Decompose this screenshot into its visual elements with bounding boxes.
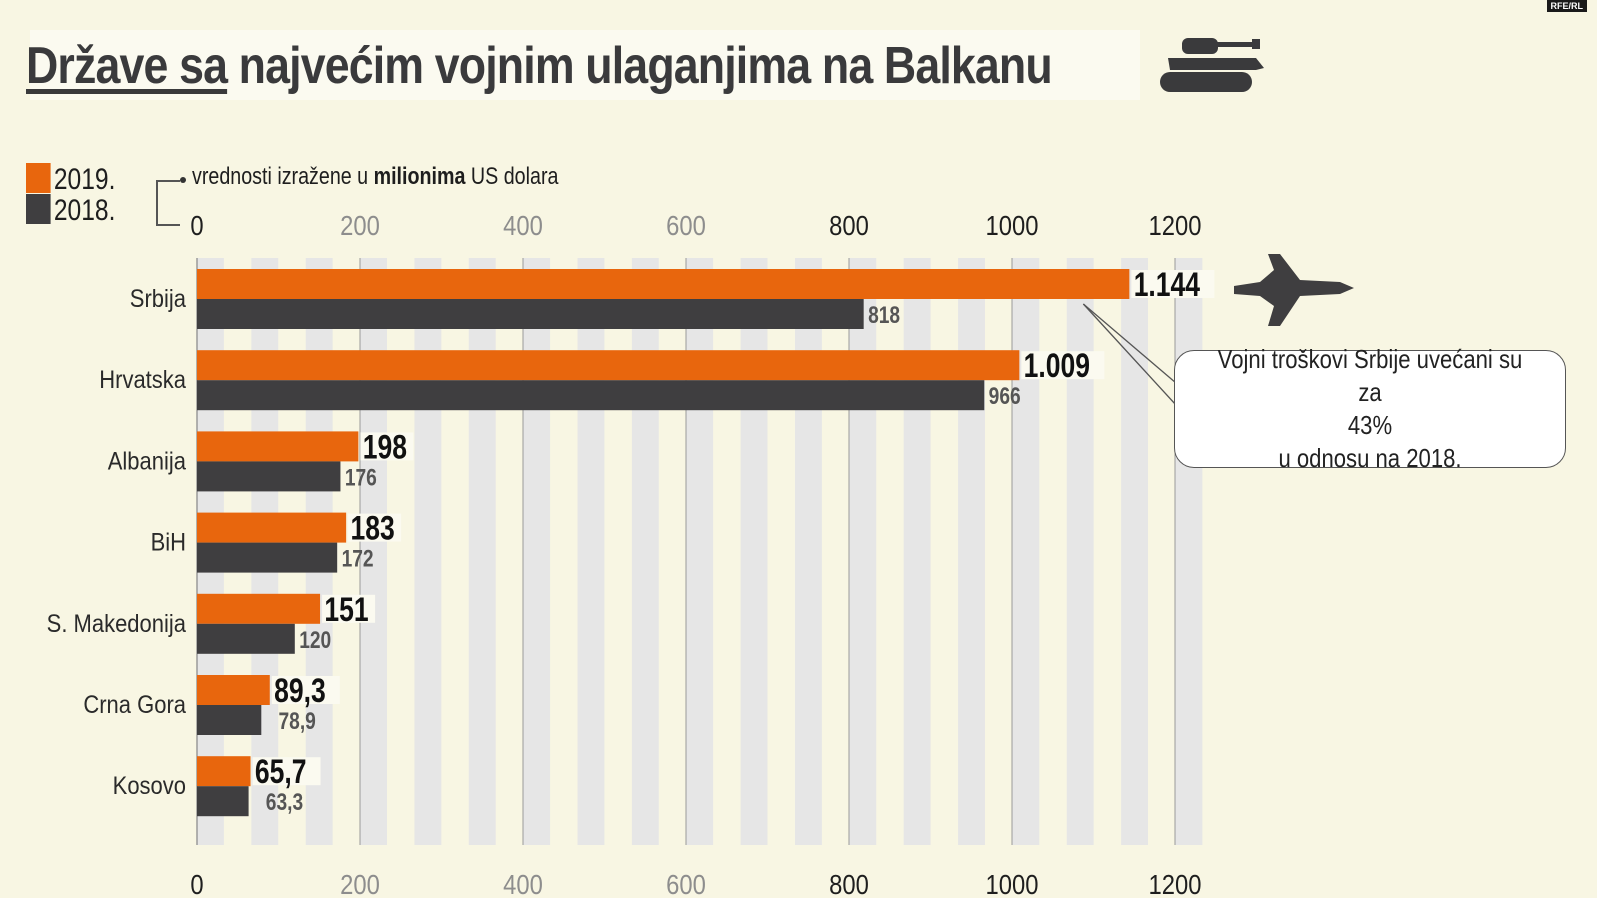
grid-stripe xyxy=(1066,258,1094,845)
legend-swatch-2019 xyxy=(26,163,51,193)
units-note-prefix: vrednosti izražene u xyxy=(192,163,374,190)
bar-2018 xyxy=(197,705,262,735)
bar-2018 xyxy=(197,542,338,573)
x-tick-label-bottom: 400 xyxy=(503,868,543,898)
data-label-2019: 151 xyxy=(324,591,368,629)
x-tick-label-top: 1000 xyxy=(986,209,1039,241)
bar-2019 xyxy=(197,675,270,705)
grid-stripe xyxy=(577,258,605,845)
title-rest: najvećim vojnim ulaganjima na Balkanu xyxy=(227,37,1053,95)
category-label: Srbija xyxy=(130,285,187,313)
bar-2018 xyxy=(197,461,341,492)
grid-stripe xyxy=(631,258,659,845)
data-label-bg xyxy=(252,757,321,786)
bar-2019 xyxy=(197,756,251,787)
bar-2019 xyxy=(197,431,359,462)
data-label-bg xyxy=(322,594,376,623)
x-tick-label-top: 0 xyxy=(190,209,203,241)
grid-stripe xyxy=(414,258,442,845)
x-tick-label-top: 200 xyxy=(340,209,380,241)
grid-stripe xyxy=(903,258,931,845)
category-label: Albanija xyxy=(108,447,187,475)
page-title: Države sa najvećim vojnim ulaganjima na … xyxy=(26,36,1053,96)
x-tick-label-top: 600 xyxy=(666,209,706,241)
legend-label-2018: 2018. xyxy=(53,194,116,227)
data-label-bg xyxy=(1021,351,1105,380)
data-label-2018: 966 xyxy=(989,382,1021,410)
data-label-2018: 120 xyxy=(299,626,331,654)
category-label: Crna Gora xyxy=(83,691,186,719)
tank-icon xyxy=(1160,38,1264,92)
note-bracket xyxy=(156,180,180,226)
bar-2019 xyxy=(197,269,1130,299)
data-label-2019: 198 xyxy=(363,428,407,466)
title-background xyxy=(30,30,1140,100)
note-bullet xyxy=(180,177,186,183)
callout-box: Vojni troškovi Srbije uvećani su za 43% … xyxy=(1174,344,1566,473)
data-label-bg xyxy=(348,513,402,542)
x-tick-label-bottom: 600 xyxy=(666,868,706,898)
data-label-2019: 1.144 xyxy=(1134,266,1200,304)
category-label: BiH xyxy=(151,528,186,556)
x-tick-label-top: 400 xyxy=(503,209,543,241)
legend-swatch-2018 xyxy=(26,194,51,224)
callout-text: Vojni troškovi Srbije uvećani su za 43% … xyxy=(1217,344,1523,473)
fighter-jet-icon xyxy=(1234,254,1354,326)
bar-2019 xyxy=(197,350,1020,381)
category-label: S. Makedonija xyxy=(47,610,187,638)
legend-label-2019: 2019. xyxy=(53,163,116,196)
data-label-2018: 78,9 xyxy=(279,707,316,735)
data-label-2018: 818 xyxy=(868,301,900,329)
title-underlined: Države sa xyxy=(26,37,228,95)
x-tick-label-top: 800 xyxy=(829,209,869,241)
category-label: Kosovo xyxy=(113,772,186,800)
grid-stripe xyxy=(794,258,822,845)
data-label-bg xyxy=(271,676,340,704)
grid-stripe xyxy=(1121,258,1149,845)
units-note-suffix: US dolara xyxy=(465,163,559,190)
x-tick-label-bottom: 1000 xyxy=(986,868,1039,898)
data-label-2018: 176 xyxy=(345,463,377,491)
data-label-2018: 172 xyxy=(342,545,374,573)
grid-stripe xyxy=(740,258,768,845)
callout-leader xyxy=(1082,303,1177,406)
data-label-2019: 65,7 xyxy=(255,753,307,791)
grid-stripe xyxy=(1175,258,1203,845)
units-note-bold: milionima xyxy=(373,163,466,190)
bar-2018 xyxy=(197,786,249,817)
grid-stripe xyxy=(958,258,985,845)
bar-2019 xyxy=(197,593,321,624)
grid-stripe xyxy=(468,258,496,845)
x-tick-label-bottom: 800 xyxy=(829,868,869,898)
x-tick-label-bottom: 1200 xyxy=(1149,868,1202,898)
bar-2018 xyxy=(197,299,864,329)
bar-2018 xyxy=(197,623,295,654)
data-label-2019: 1.009 xyxy=(1024,347,1090,385)
data-label-2019: 183 xyxy=(350,509,394,547)
grid-stripe xyxy=(523,258,551,845)
bar-2018 xyxy=(197,380,985,411)
x-tick-label-top: 1200 xyxy=(1149,209,1202,241)
legend-2019: 2019. xyxy=(26,163,115,197)
grid-stripe xyxy=(849,258,877,845)
brand-badge: RFE/RL xyxy=(1546,0,1587,12)
grid-stripe xyxy=(686,258,714,845)
legend-2018: 2018. xyxy=(26,194,115,228)
grid-stripe xyxy=(1012,258,1040,845)
category-label: Hrvatska xyxy=(99,366,187,394)
data-label-bg xyxy=(1131,270,1215,298)
x-tick-label-bottom: 200 xyxy=(340,868,380,898)
data-label-bg xyxy=(360,432,414,461)
data-label-2018: 63,3 xyxy=(266,788,303,816)
units-note: vrednosti izražene u milionima US dolara xyxy=(192,163,558,191)
x-tick-label-bottom: 0 xyxy=(190,868,203,898)
bar-2019 xyxy=(197,512,347,543)
callout-leader xyxy=(1082,303,1177,384)
data-label-2019: 89,3 xyxy=(274,672,326,710)
